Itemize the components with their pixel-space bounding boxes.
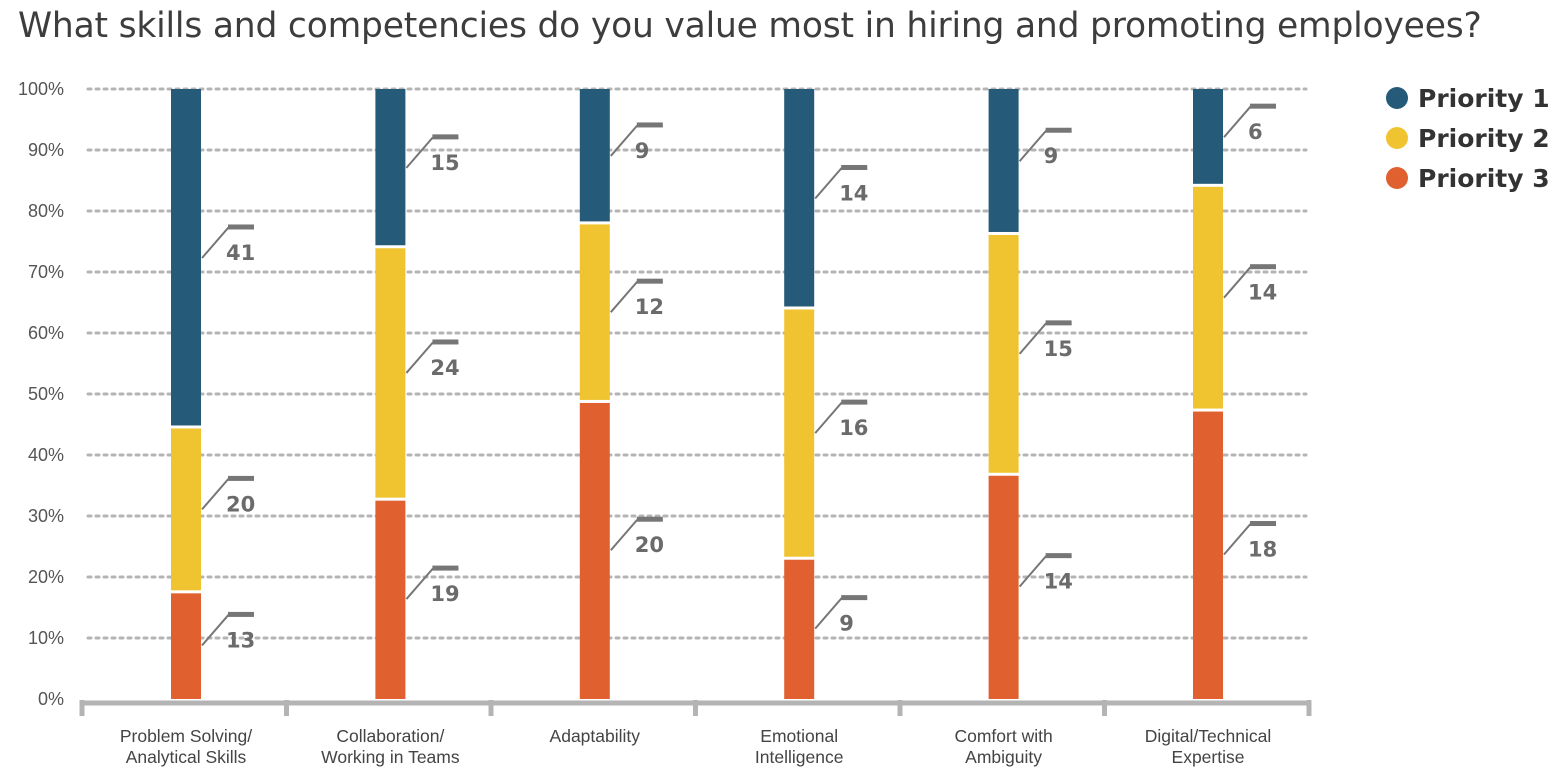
data-labels: 13 20 41 19 24 15 20 12 9 9 16 14 14 15 9 18 14 6 xyxy=(201,103,1277,652)
data-label: 6 xyxy=(1248,120,1263,144)
data-label: 15 xyxy=(430,151,459,175)
data-label: 14 xyxy=(1044,570,1073,594)
data-label: 15 xyxy=(1044,337,1073,361)
legend-item-priority-2: Priority 2 xyxy=(1386,124,1550,153)
x-axis-category-labels: Problem Solving/Analytical Skills Collabo… xyxy=(120,726,1271,767)
bar-segment-priority-1 xyxy=(579,89,610,222)
data-label: 14 xyxy=(839,181,868,205)
legend-label: Priority 2 xyxy=(1418,124,1550,153)
y-tick-label: 30% xyxy=(28,506,64,526)
y-tick-label: 0% xyxy=(38,689,64,709)
x-tick-label: Digital/Technical Expertise xyxy=(1145,726,1271,767)
y-tick-label: 10% xyxy=(28,628,64,648)
data-label: 9 xyxy=(635,139,650,163)
y-tick-label: 50% xyxy=(28,384,64,404)
data-label-leader-bar xyxy=(841,595,868,601)
bar-segment-priority-2 xyxy=(579,224,610,400)
y-axis-ticks: 0% 10% 20% 30% 40% 50% 60% 70% 80% 90% 100% xyxy=(18,79,64,709)
y-tick-label: 70% xyxy=(28,262,64,282)
x-tick-label: Adaptability xyxy=(550,726,641,746)
y-tick-label: 100% xyxy=(18,79,64,99)
data-label: 14 xyxy=(1248,281,1277,305)
data-label-leader-bar xyxy=(1250,521,1276,527)
data-label-leader-bar xyxy=(228,611,254,617)
legend-item-priority-3: Priority 3 xyxy=(1386,164,1550,193)
y-tick-label: 40% xyxy=(28,445,64,465)
x-tick-label: Comfort with Ambiguity xyxy=(954,726,1052,767)
data-label: 18 xyxy=(1248,538,1277,562)
y-tick-label: 80% xyxy=(28,201,64,221)
y-tick-label: 90% xyxy=(28,140,64,160)
legend-item-priority-1: Priority 1 xyxy=(1386,84,1550,113)
bar-segment-priority-1 xyxy=(375,89,406,246)
y-tick-label: 60% xyxy=(28,323,64,343)
y-tick-label: 20% xyxy=(28,567,64,587)
bar-segment-priority-1 xyxy=(171,89,201,426)
legend-swatch xyxy=(1386,127,1408,149)
data-label-leader-bar xyxy=(636,516,663,522)
bar-segment-priority-2 xyxy=(1193,186,1223,409)
x-tick-label: Collaboration/Working in Teams xyxy=(321,726,460,767)
data-label-leader-bar xyxy=(228,475,254,481)
x-axis xyxy=(79,700,1312,716)
legend-label: Priority 3 xyxy=(1418,164,1550,193)
data-label: 19 xyxy=(430,582,459,606)
bar-segment-priority-3 xyxy=(579,402,610,699)
bar-segment-priority-2 xyxy=(171,428,201,591)
data-label-leader-bar xyxy=(432,565,459,571)
legend: Priority 1 Priority 2 Priority 3 xyxy=(1386,84,1550,193)
data-label: 12 xyxy=(635,295,664,319)
data-label: 41 xyxy=(226,241,255,265)
data-label: 20 xyxy=(635,533,664,557)
bar-segment-priority-3 xyxy=(784,559,815,699)
bar-segment-priority-1 xyxy=(988,89,1019,232)
data-label-leader-bar xyxy=(1045,320,1072,326)
data-label-leader-bar xyxy=(841,164,868,170)
data-label: 9 xyxy=(839,612,854,636)
chart-title: What skills and competencies do you valu… xyxy=(18,6,1482,46)
data-label-leader-bar xyxy=(1045,127,1072,133)
data-label-leader-bar xyxy=(1250,264,1276,270)
bar-segment-priority-3 xyxy=(171,593,201,699)
bar-segment-priority-3 xyxy=(375,500,406,699)
x-tick-label: Problem Solving/Analytical Skills xyxy=(120,726,252,767)
bar-segment-priority-2 xyxy=(784,309,815,557)
bars xyxy=(171,89,1223,699)
legend-label: Priority 1 xyxy=(1418,84,1550,113)
bar-segment-priority-3 xyxy=(988,475,1019,699)
gridlines xyxy=(86,87,1308,640)
bar-segment-priority-2 xyxy=(375,248,406,498)
legend-swatch xyxy=(1386,87,1408,109)
data-label: 13 xyxy=(226,628,255,652)
data-label: 16 xyxy=(839,416,868,440)
data-label-leader-bar xyxy=(1045,553,1072,559)
data-label: 20 xyxy=(226,492,255,516)
data-label-leader-bar xyxy=(841,399,868,405)
x-tick-label: Emotional Intelligence xyxy=(755,726,844,767)
bar-segment-priority-1 xyxy=(784,89,815,307)
bar-segment-priority-3 xyxy=(1193,411,1223,699)
bar-segment-priority-1 xyxy=(1193,89,1223,184)
data-label-leader-bar xyxy=(228,224,254,230)
data-label-leader-bar xyxy=(1250,103,1276,109)
data-label-leader-bar xyxy=(636,278,663,284)
data-label: 9 xyxy=(1044,144,1059,168)
data-label: 24 xyxy=(430,356,459,380)
bar-segment-priority-2 xyxy=(988,234,1019,473)
legend-swatch xyxy=(1386,167,1408,189)
data-label-leader-bar xyxy=(432,339,459,345)
data-label-leader-bar xyxy=(636,122,663,128)
data-label-leader-bar xyxy=(432,134,459,140)
